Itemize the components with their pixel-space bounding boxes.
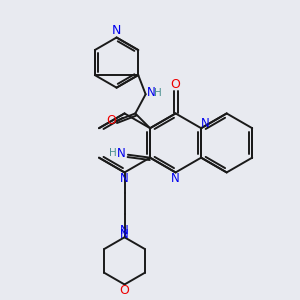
Text: N: N [171, 172, 180, 185]
Text: N: N [120, 224, 129, 237]
Text: N: N [117, 147, 126, 160]
Text: O: O [171, 78, 181, 91]
Text: N: N [147, 86, 155, 99]
Text: N: N [120, 228, 129, 242]
Text: O: O [106, 114, 116, 127]
Text: H: H [154, 88, 162, 98]
Text: N: N [120, 172, 129, 185]
Text: H: H [109, 148, 117, 158]
Text: N: N [112, 24, 121, 37]
Text: N: N [201, 117, 210, 130]
Text: O: O [120, 284, 130, 298]
